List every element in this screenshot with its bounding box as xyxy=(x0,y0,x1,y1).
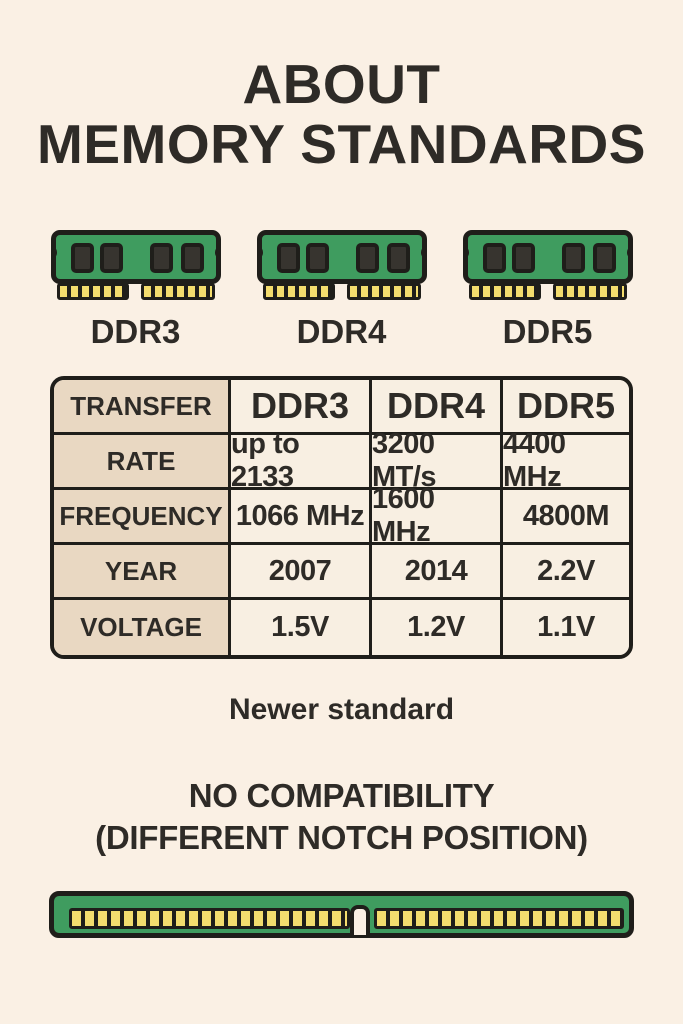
table-cell: 2007 xyxy=(231,545,372,600)
pin-row-icon xyxy=(69,908,350,929)
table-row-label: YEAR xyxy=(54,545,231,600)
table-column-header: DDR3 xyxy=(231,380,372,435)
ram-pcb-icon xyxy=(50,230,221,284)
center-notch-icon xyxy=(350,905,370,935)
pin-row-icon xyxy=(374,908,624,929)
table-row-label: TRANSFER xyxy=(54,380,231,435)
pin-row-icon xyxy=(262,283,335,300)
ddr3-module-icon xyxy=(50,230,221,300)
memory-chip-icon xyxy=(355,243,379,273)
ddr3-module-block: DDR3 xyxy=(50,230,221,350)
title-line-2: MEMORY STANDARDS xyxy=(37,113,646,175)
side-notch-icon xyxy=(626,245,628,260)
ddr4-label: DDR4 xyxy=(296,313,387,350)
table-cell: 1066 MHz xyxy=(231,490,372,545)
ddr4-module-icon xyxy=(256,230,427,300)
table-cell: 1.5V xyxy=(231,600,372,655)
pin-row-icon xyxy=(140,283,215,300)
side-notch-icon xyxy=(467,245,469,260)
table-cell: 4800M xyxy=(503,490,629,545)
memory-chip-icon xyxy=(592,243,616,273)
memory-chip-icon xyxy=(482,243,506,273)
title-line-1: ABOUT xyxy=(242,53,441,115)
compatibility-note-line-1: NO COMPATIBILITY xyxy=(188,777,495,814)
memory-chip-icon xyxy=(511,243,535,273)
table-row-label: VOLTAGE xyxy=(54,600,231,655)
ram-modules-row: DDR3 DDR4 xyxy=(0,230,683,350)
side-notch-icon xyxy=(214,245,216,260)
page-title: ABOUT MEMORY STANDARDS xyxy=(0,54,683,174)
ram-pcb-icon xyxy=(256,230,427,284)
pin-row-icon xyxy=(56,283,129,300)
pin-row-icon xyxy=(468,283,541,300)
table-row-label: RATE xyxy=(54,435,231,490)
side-notch-icon xyxy=(261,245,263,260)
ram-pcb-icon xyxy=(462,230,633,284)
memory-chip-icon xyxy=(561,243,585,273)
memory-chip-icon xyxy=(149,243,173,273)
ddr5-module-icon xyxy=(462,230,633,300)
memory-chip-icon xyxy=(180,243,204,273)
ddr5-label: DDR5 xyxy=(502,313,593,350)
ddr4-module-block: DDR4 xyxy=(256,230,427,350)
newer-standard-note: Newer standard xyxy=(228,693,455,726)
table-cell: 1600 MHz xyxy=(372,483,503,548)
side-notch-icon xyxy=(55,245,57,260)
memory-chip-icon xyxy=(305,243,329,273)
pin-row-icon xyxy=(346,283,421,300)
ddr5-module-block: DDR5 xyxy=(462,230,633,350)
ram-edge-connector-icon xyxy=(49,891,634,938)
memory-chip-icon xyxy=(70,243,94,273)
table-cell: 4400 MHz xyxy=(503,428,629,493)
table-cell: 1.1V xyxy=(503,600,629,655)
table-cell: 2014 xyxy=(372,545,503,600)
compatibility-note: NO COMPATIBILITY (DIFFERENT NOTCH POSITI… xyxy=(0,775,683,859)
table-column-header: DDR4 xyxy=(372,380,503,435)
table-cell: 3200 MT/s xyxy=(372,428,503,493)
side-notch-icon xyxy=(420,245,422,260)
compatibility-note-line-2: (DIFFERENT NOTCH POSITION) xyxy=(95,819,588,856)
table-cell: 1.2V xyxy=(372,600,503,655)
memory-chip-icon xyxy=(99,243,123,273)
table-row-label: FREQUENCY xyxy=(54,490,231,545)
memory-chip-icon xyxy=(276,243,300,273)
table-cell: 2.2V xyxy=(503,545,629,600)
memory-chip-icon xyxy=(386,243,410,273)
ddr3-label: DDR3 xyxy=(90,313,181,350)
pin-row-icon xyxy=(552,283,627,300)
table-cell: up to 2133 xyxy=(231,428,372,493)
table-column-header: DDR5 xyxy=(503,380,629,435)
memory-spec-table: TRANSFER DDR3 DDR4 DDR5 RATE up to 2133 … xyxy=(50,376,633,659)
